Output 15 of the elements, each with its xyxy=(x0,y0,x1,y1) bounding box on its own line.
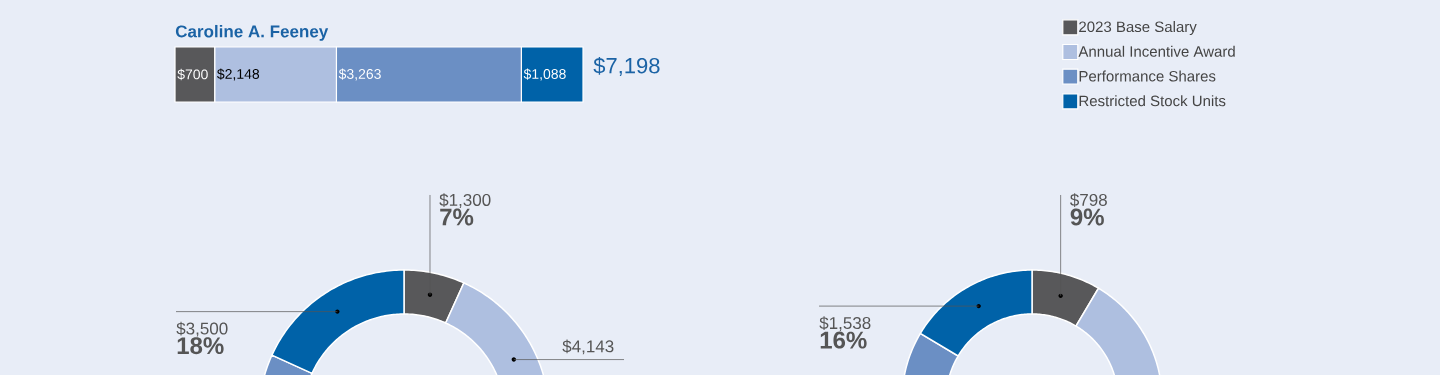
data-label: $1,538 16% xyxy=(819,316,871,349)
data-label: $4,143 xyxy=(562,339,614,355)
data-label: $1,300 7% xyxy=(439,193,491,226)
data-label: $700 xyxy=(177,68,208,81)
legend-label: Restricted Stock Units xyxy=(1079,95,1226,107)
total-label: $7,198 xyxy=(593,56,660,77)
data-label: $1,088 xyxy=(523,68,566,81)
chart-title: Caroline A. Feeney xyxy=(175,24,329,41)
data-label: $3,263 xyxy=(338,68,381,81)
legend-label: 2023 Base Salary xyxy=(1079,21,1197,36)
legend-label: Annual Incentive Award xyxy=(1078,45,1235,57)
data-label: $3,500 18% xyxy=(176,321,228,355)
data-label: $798 9% xyxy=(1070,193,1107,226)
legend-label: Performance Shares xyxy=(1079,70,1216,82)
data-label: $2,148 xyxy=(217,68,260,81)
